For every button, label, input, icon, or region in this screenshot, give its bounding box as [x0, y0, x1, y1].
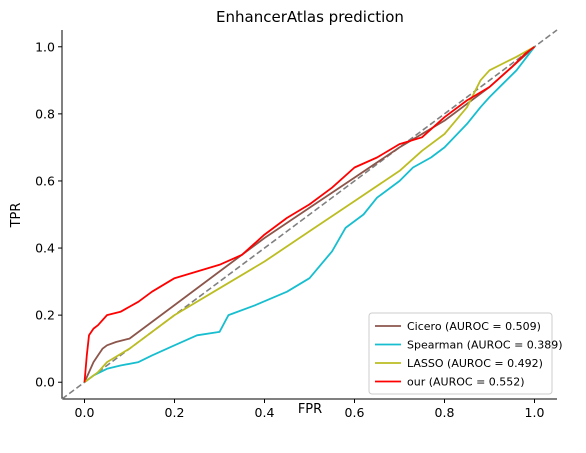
legend-label: our (AUROC = 0.552)	[407, 376, 525, 389]
y-tick-label: 0.2	[35, 308, 55, 323]
series-line-3	[83, 46, 536, 383]
legend-box	[368, 312, 553, 395]
series-line-1	[83, 46, 536, 383]
x-tick-label: 0.0	[75, 405, 95, 420]
y-tick-label: 0.6	[35, 173, 55, 188]
x-tick-label: 0.4	[255, 405, 275, 420]
y-axis-label: TPR	[9, 203, 24, 229]
series-line-0	[83, 46, 536, 383]
x-axis-label: FPR	[298, 402, 322, 417]
y-tick-label: 0.4	[35, 241, 55, 256]
legend-label: Cicero (AUROC = 0.509)	[407, 320, 541, 333]
x-tick-label: 0.2	[165, 405, 185, 420]
x-tick-label: 0.6	[345, 405, 365, 420]
x-tick-label: 1.0	[525, 405, 545, 420]
y-tick-label: 0.0	[35, 375, 55, 390]
x-tick-label: 0.8	[435, 405, 455, 420]
series-line-2	[83, 46, 535, 383]
y-tick-label: 0.8	[35, 106, 55, 121]
legend-label: Spearman (AUROC = 0.389)	[407, 339, 563, 352]
chart-title: EnhancerAtlas prediction	[216, 8, 404, 26]
y-tick-label: 1.0	[35, 39, 55, 54]
legend: Cicero (AUROC = 0.509) Spearman (AUROC = …	[368, 312, 563, 395]
legend-label: LASSO (AUROC = 0.492)	[407, 357, 543, 370]
